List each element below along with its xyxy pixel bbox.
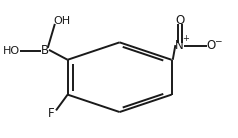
Text: HO: HO — [3, 46, 20, 56]
Text: O: O — [207, 39, 216, 52]
Text: +: + — [182, 34, 189, 43]
Text: OH: OH — [53, 15, 70, 26]
Text: −: − — [214, 36, 222, 45]
Text: B: B — [41, 44, 50, 57]
Text: F: F — [48, 107, 55, 120]
Text: O: O — [175, 14, 184, 27]
Text: N: N — [175, 39, 184, 52]
